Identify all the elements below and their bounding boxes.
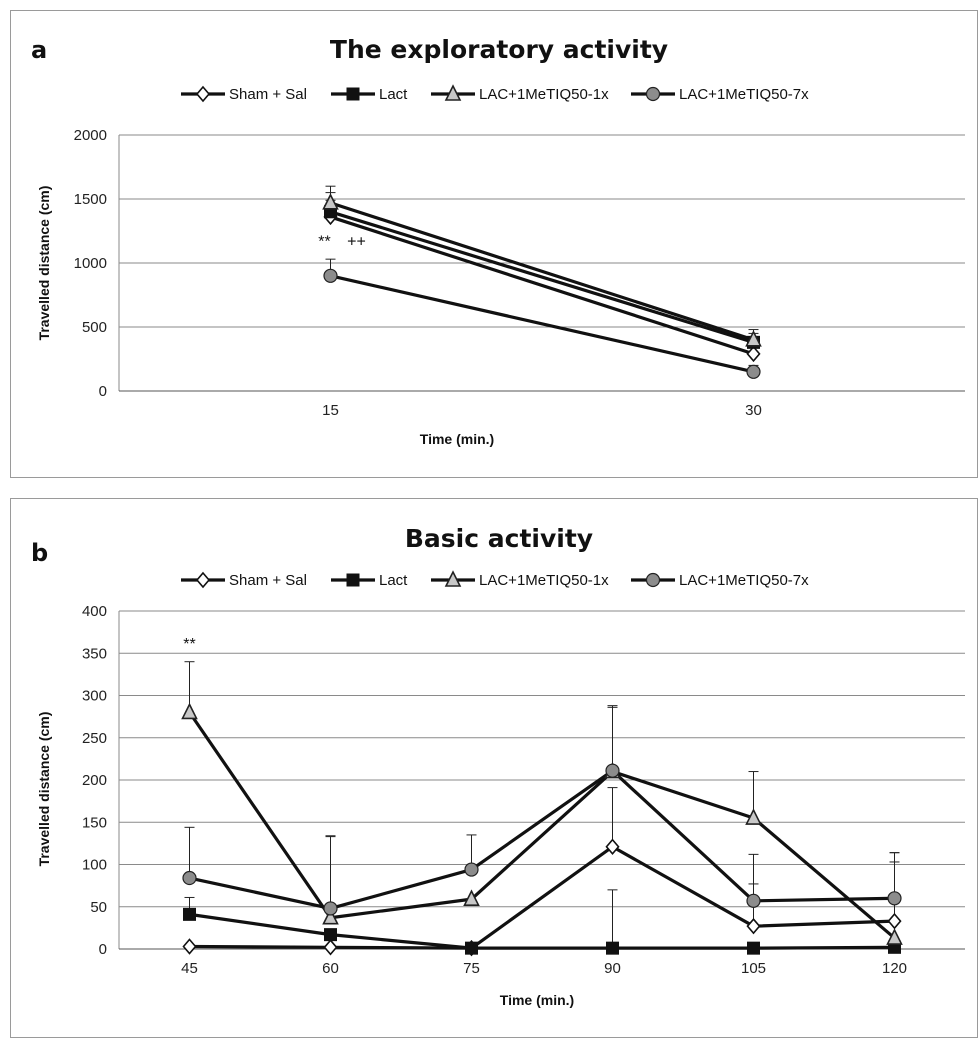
y-tick-label: 1500 [74, 191, 107, 208]
chart-panel-b: b Basic activity Sham + Sal Lact LAC+1MeTI… [10, 498, 978, 1038]
legend-marker [444, 84, 462, 101]
legend-label: LAC+1MeTIQ50-7x [679, 572, 809, 589]
legend-marker [645, 572, 661, 588]
legend-label: Lact [379, 572, 408, 589]
legend-label: LAC+1MeTIQ50-7x [679, 86, 809, 103]
legend-label: Sham + Sal [229, 86, 307, 103]
legend: Sham + Sal Lact LAC+1MeTIQ50-1x LAC+1MeTIQ5… [181, 570, 809, 589]
data-point [183, 907, 196, 921]
legend-marker [346, 573, 360, 587]
series-line [330, 201, 754, 342]
series-line [189, 845, 895, 950]
plot-area: 0 50 100 150 200 250 300 350 400 45 60 75 90 105 120 ** [82, 603, 965, 977]
data-point [887, 891, 902, 906]
x-axis-label: Time (min.) [500, 992, 574, 1008]
x-tick-label: 75 [463, 960, 480, 977]
exploratory-activity-chart: a The exploratory activity Sham + Sal Lac… [31, 35, 965, 447]
series-line [189, 912, 895, 950]
chart-title: Basic activity [405, 524, 593, 553]
legend-label: LAC+1MeTIQ50-1x [479, 86, 609, 103]
x-tick-label: 105 [741, 960, 766, 977]
series-line [189, 769, 895, 911]
series-line [330, 215, 754, 356]
chart-panel-a: a The exploratory activity Sham + Sal Lac… [10, 10, 978, 478]
legend-marker [346, 87, 360, 101]
y-tick-label: 100 [82, 857, 107, 874]
data-point [747, 941, 760, 955]
x-tick-label: 60 [322, 960, 339, 977]
series-line [188, 711, 896, 940]
x-tick-label: 45 [181, 960, 198, 977]
legend-marker [444, 570, 462, 587]
y-tick-label: 300 [82, 688, 107, 705]
legend-label: Lact [379, 86, 408, 103]
data-point [322, 907, 339, 925]
legend-label: LAC+1MeTIQ50-1x [479, 572, 609, 589]
y-tick-label: 1000 [74, 255, 107, 272]
significance-annotation: ** [318, 233, 330, 250]
legend: Sham + Sal Lact LAC+1MeTIQ50-1x LAC+1MeTIQ5… [181, 84, 809, 103]
data-point [465, 941, 478, 955]
data-point [322, 193, 339, 210]
data-point [324, 928, 337, 942]
y-tick-label: 50 [90, 899, 107, 916]
x-tick-label: 30 [745, 402, 762, 419]
data-point [323, 268, 338, 283]
significance-annotation: ** [183, 636, 195, 653]
y-tick-label: 350 [82, 645, 107, 662]
x-axis-label: Time (min.) [420, 431, 494, 447]
data-point [606, 941, 619, 955]
legend-label: Sham + Sal [229, 572, 307, 589]
y-tick-label: 200 [82, 772, 107, 789]
y-tick-label: 2000 [74, 127, 107, 144]
data-point [605, 838, 620, 855]
data-point [745, 330, 762, 347]
y-tick-label: 0 [99, 941, 107, 958]
data-point [745, 808, 762, 825]
data-point [182, 938, 197, 955]
series-line [330, 274, 754, 374]
data-point [464, 862, 479, 877]
legend-marker [195, 571, 211, 589]
x-tick-label: 90 [604, 960, 621, 977]
panel-label: a [31, 36, 47, 64]
panel-label: b [31, 539, 48, 567]
legend-marker [195, 85, 211, 103]
data-point [182, 870, 197, 886]
significance-annotation: ++ [347, 233, 366, 250]
y-axis-label: Travelled distance (cm) [36, 712, 52, 867]
data-point [463, 889, 480, 906]
legend-marker [645, 86, 661, 102]
y-axis-label: Travelled distance (cm) [36, 186, 52, 341]
data-point [181, 702, 198, 720]
data-point [323, 939, 338, 956]
y-tick-label: 500 [82, 319, 107, 336]
data-point [746, 917, 761, 935]
data-point [605, 763, 620, 778]
data-point [323, 901, 338, 916]
y-tick-label: 0 [99, 383, 107, 400]
data-point [746, 364, 761, 379]
x-tick-label: 15 [322, 402, 339, 419]
data-point [887, 912, 902, 930]
y-tick-label: 400 [82, 603, 107, 620]
series-line [330, 210, 754, 344]
y-tick-label: 150 [82, 814, 107, 831]
basic-activity-chart: b Basic activity Sham + Sal Lact LAC+1MeTI… [31, 524, 965, 1008]
y-tick-label: 250 [82, 730, 107, 747]
x-tick-label: 120 [882, 960, 907, 977]
data-point [746, 893, 761, 908]
plot-area: 0 500 1000 1500 2000 15 30 ** ++ [74, 127, 965, 419]
data-point [886, 928, 903, 945]
chart-title: The exploratory activity [330, 35, 668, 64]
data-point [746, 345, 761, 363]
